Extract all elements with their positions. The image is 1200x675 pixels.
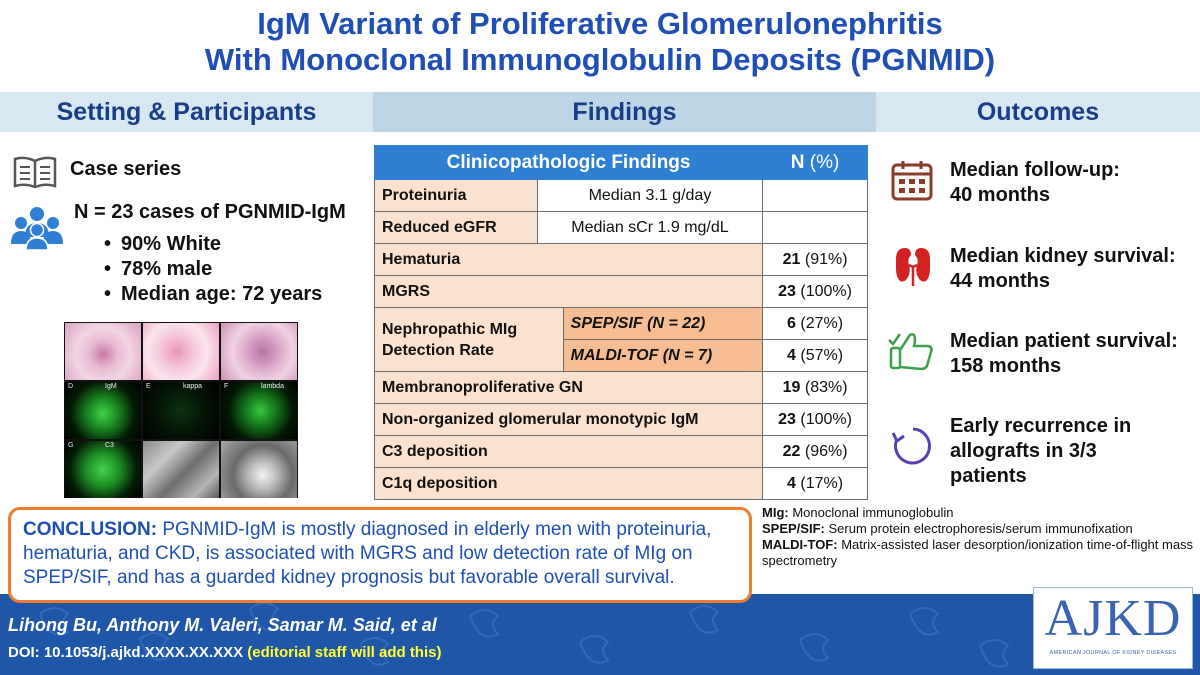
table-row: C3 deposition 22 (96%) bbox=[373, 435, 868, 468]
row-detail: Median 3.1 g/day bbox=[536, 179, 764, 212]
participant-bullets: 90% White 78% male Median age: 72 years bbox=[104, 232, 322, 307]
case-series-text: Case series bbox=[70, 158, 182, 180]
table-header-row: Clinicopathologic Findings N (%) bbox=[373, 145, 868, 180]
detection-method: MALDI-TOF (N = 7) bbox=[562, 339, 764, 372]
abbreviation-item: MIg: Monoclonal immunoglobulin bbox=[762, 505, 954, 520]
people-group-icon bbox=[11, 207, 63, 251]
row-n: 6 (27%) bbox=[762, 307, 868, 340]
outcome-early-recurrence: Early recurrence in allografts in 3/3 pati… bbox=[950, 415, 1132, 487]
row-n-empty bbox=[762, 211, 868, 244]
table-row: Membranoproliferative GN 19 (83%) bbox=[373, 371, 868, 404]
recurrence-cycle-icon bbox=[891, 427, 931, 465]
page-title: IgM Variant of Proliferative Glomerulone… bbox=[0, 6, 1200, 78]
row-label: Reduced eGFR bbox=[374, 211, 538, 244]
section-header-band bbox=[0, 92, 1200, 132]
row-n: 4 (57%) bbox=[762, 339, 868, 372]
row-detail: Median sCr 1.9 mg/dL bbox=[536, 211, 764, 244]
immunofluorescence-image: D IgM bbox=[65, 382, 141, 439]
calendar-icon bbox=[891, 161, 933, 201]
detection-label: Nephropathic MIg Detection Rate bbox=[374, 307, 564, 372]
electron-micrograph bbox=[143, 441, 219, 498]
row-n: 22 (96%) bbox=[762, 435, 868, 468]
n-cases-text: N = 23 cases of PGNMID-IgM bbox=[74, 201, 346, 223]
clinicopathologic-table: Clinicopathologic Findings N (%) Protein… bbox=[373, 145, 868, 500]
row-n: 19 (83%) bbox=[762, 371, 868, 404]
table-row: Nephropathic MIg Detection Rate SPEP/SIF… bbox=[374, 307, 868, 372]
book-icon bbox=[13, 156, 57, 189]
table-row: Non-organized glomerular monotypic IgM 2… bbox=[373, 403, 868, 436]
immunofluorescence-image: E kappa bbox=[143, 382, 219, 439]
outcome-kidney-survival: Median kidney survival: 44 months bbox=[950, 245, 1176, 292]
table-row: Proteinuria Median 3.1 g/day bbox=[374, 179, 868, 212]
kidney-pattern-background bbox=[39, 602, 1010, 668]
row-label: Hematuria bbox=[373, 243, 764, 276]
row-label: Non-organized glomerular monotypic IgM bbox=[373, 403, 764, 436]
immunofluorescence-image: G C3 bbox=[65, 441, 141, 498]
abbreviation-item: MALDI-TOF: Matrix-assisted laser desorpt… bbox=[762, 537, 1194, 568]
micrograph-panel: D IgM E kappa F lambda G C3 bbox=[64, 322, 298, 498]
outcomes-header: Outcomes bbox=[976, 98, 1100, 126]
ajkd-logo: AJKD AMERICAN JOURNAL OF KIDNEY DISEASES bbox=[1033, 587, 1193, 669]
panel-label: kappa bbox=[183, 383, 203, 390]
outcome-follow-up: Median follow-up: 40 months bbox=[950, 159, 1120, 206]
conclusion-label: CONCLUSION: bbox=[23, 519, 158, 540]
panel-label: lambda bbox=[261, 383, 284, 390]
bullet-item: 90% White bbox=[104, 232, 322, 257]
thumbs-up-icon bbox=[888, 333, 933, 371]
row-label: Membranoproliferative GN bbox=[373, 371, 764, 404]
abbreviations: MIg: Monoclonal immunoglobulin SPEP/SIF:… bbox=[762, 505, 1198, 569]
histology-image bbox=[221, 323, 297, 380]
table-row: Hematuria 21 (91%) bbox=[373, 243, 868, 276]
immunofluorescence-image: F lambda bbox=[221, 382, 297, 439]
detection-method: SPEP/SIF (N = 22) bbox=[562, 307, 764, 340]
setting-header: Setting & Participants bbox=[56, 98, 317, 126]
findings-header: Findings bbox=[572, 98, 677, 126]
table-header-label: Clinicopathologic Findings bbox=[373, 145, 764, 180]
row-n: 4 (17%) bbox=[762, 467, 868, 500]
bullet-item: 78% male bbox=[104, 257, 322, 282]
row-label: C3 deposition bbox=[373, 435, 764, 468]
abbreviation-item: SPEP/SIF: Serum protein electrophoresis/… bbox=[762, 521, 1133, 536]
conclusion-text: PGNMID-IgM is mostly diagnosed in elderl… bbox=[23, 519, 712, 588]
title-line-1: IgM Variant of Proliferative Glomerulone… bbox=[257, 6, 943, 41]
row-n: 23 (100%) bbox=[762, 275, 868, 308]
histology-image bbox=[65, 323, 141, 380]
panel-label: D bbox=[68, 383, 74, 390]
panel-label: IgM bbox=[105, 383, 117, 390]
row-n-empty bbox=[762, 179, 868, 212]
electron-micrograph bbox=[221, 441, 297, 498]
outcome-patient-survival: Median patient survival: 158 months bbox=[950, 330, 1178, 377]
title-line-2: With Monoclonal Immunoglobulin Deposits … bbox=[204, 42, 996, 77]
table-row: C1q deposition 4 (17%) bbox=[373, 467, 868, 500]
row-label: Proteinuria bbox=[374, 179, 538, 212]
row-n: 21 (91%) bbox=[762, 243, 868, 276]
conclusion-box: CONCLUSION: PGNMID-IgM is mostly diagnos… bbox=[8, 507, 752, 603]
row-label: MGRS bbox=[373, 275, 764, 308]
histology-image bbox=[143, 323, 219, 380]
table-row: Reduced eGFR Median sCr 1.9 mg/dL bbox=[374, 211, 868, 244]
footer-band bbox=[0, 594, 1200, 675]
row-n: 23 (100%) bbox=[762, 403, 868, 436]
doi: DOI: 10.1053/j.ajkd.XXXX.XX.XXX (editori… bbox=[8, 644, 442, 661]
panel-label: F bbox=[224, 383, 229, 390]
panel-label: E bbox=[146, 383, 151, 390]
authors: Lihong Bu, Anthony M. Valeri, Samar M. S… bbox=[8, 615, 437, 635]
panel-label: C3 bbox=[105, 442, 114, 449]
bullet-item: Median age: 72 years bbox=[104, 282, 322, 307]
kidney-icon bbox=[896, 248, 930, 286]
table-row: MGRS 23 (100%) bbox=[373, 275, 868, 308]
row-label: C1q deposition bbox=[373, 467, 764, 500]
panel-label: G bbox=[68, 442, 74, 449]
table-header-n: N (%) bbox=[762, 145, 868, 180]
